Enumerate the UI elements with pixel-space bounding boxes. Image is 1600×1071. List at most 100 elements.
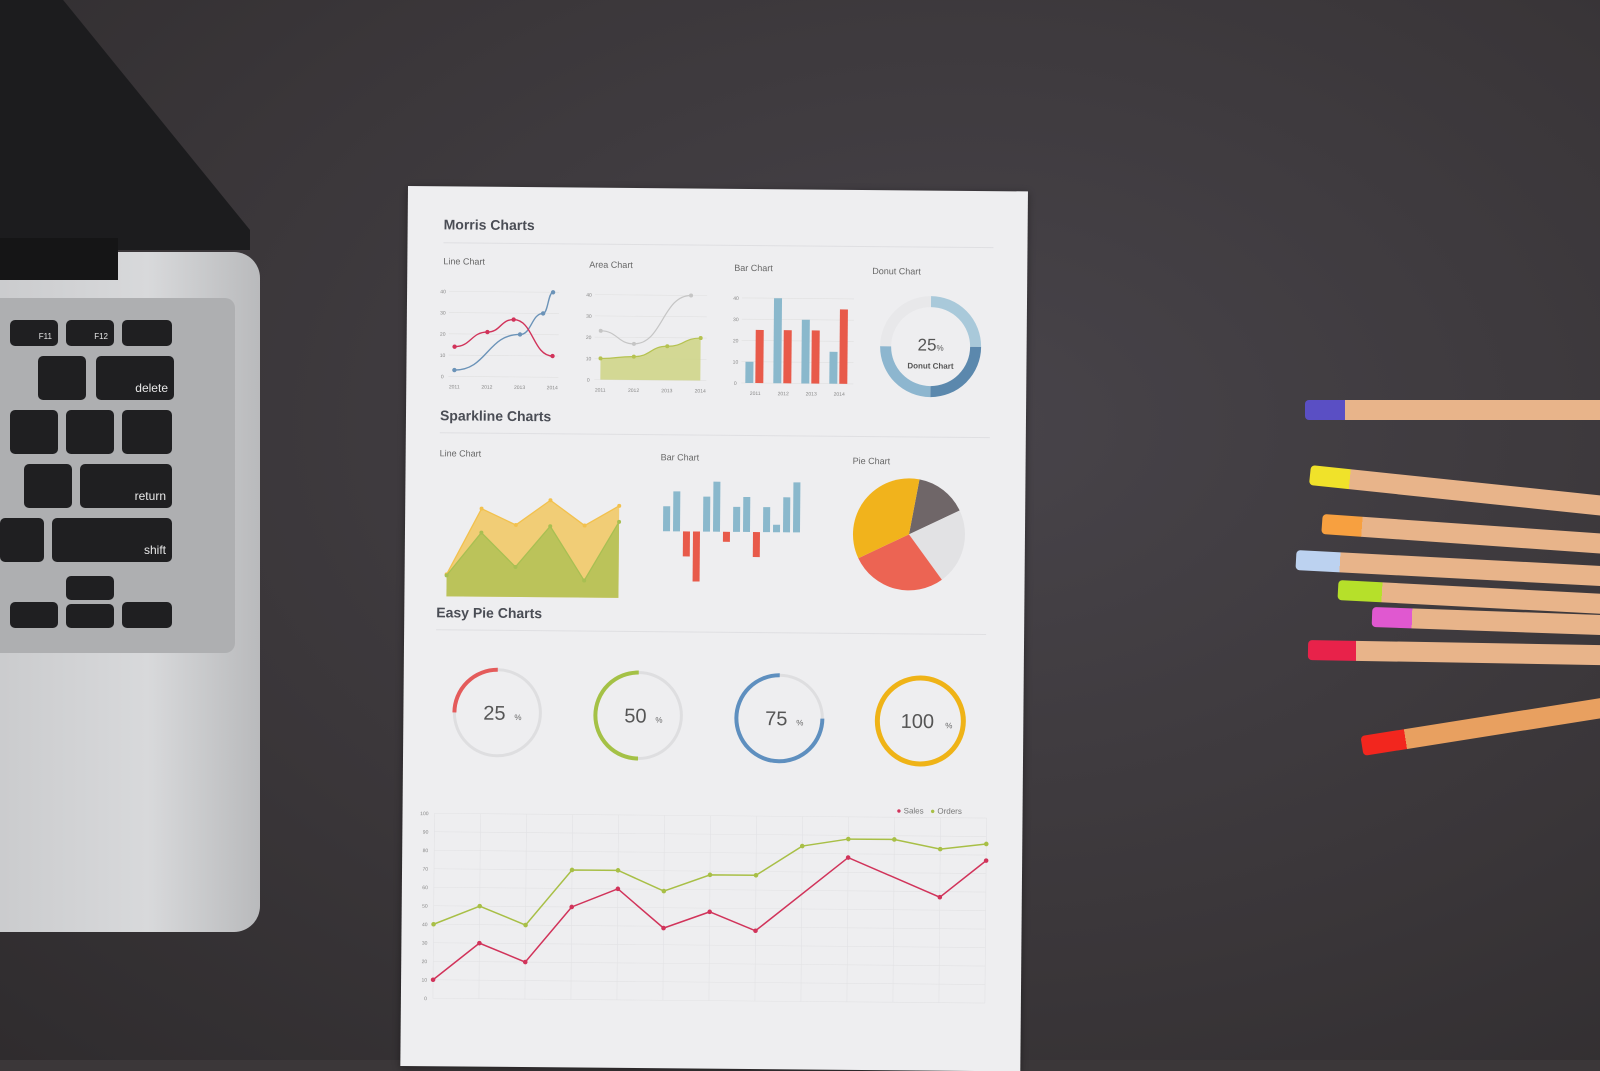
key-eject[interactable]: [122, 320, 172, 346]
morris-area-fill: [600, 338, 701, 381]
line-vgrid: [524, 814, 527, 1000]
pencil-purple: [1305, 400, 1600, 420]
line-ytick: 0: [424, 996, 427, 1002]
gauge-unit: %: [796, 718, 803, 727]
morris-line-xtick: 2014: [547, 385, 558, 391]
line-ytick: 60: [422, 885, 428, 891]
sparkline-bar: [752, 532, 760, 558]
morris-bar-ytick: 30: [733, 317, 739, 323]
legend-sales: Sales: [903, 806, 924, 816]
line-point-orders: [569, 867, 575, 873]
morris-bar: [811, 330, 820, 384]
line-point-sales: [983, 858, 989, 863]
morris-bar: [839, 309, 848, 384]
key-delete[interactable]: delete: [96, 356, 174, 400]
pie-slice: [852, 478, 920, 559]
line-point-orders: [892, 837, 897, 842]
key-up[interactable]: [66, 576, 114, 600]
line-vgrid: [432, 813, 435, 999]
sparkline-bar: [742, 496, 751, 532]
sparkline-bar: [712, 481, 721, 532]
morris-area-ytick: 20: [586, 335, 592, 341]
morris-line-gridline: [448, 376, 559, 378]
morris-area-point: [689, 293, 694, 298]
morris-line-xtick: 2013: [514, 385, 525, 391]
line-vgrid: [846, 816, 849, 1002]
printed-dashboard-sheet: Morris Charts Sparkline Charts Easy Pie …: [400, 186, 1028, 1071]
sparkline-bar: [782, 497, 791, 533]
key-f11[interactable]: F11: [10, 320, 58, 346]
sparkline-bar: [662, 506, 671, 532]
donut-segment: [880, 345, 931, 398]
line-point-sales: [661, 925, 666, 931]
morris-area-ytick: 0: [587, 378, 590, 384]
key-down[interactable]: [66, 604, 114, 628]
key-f12[interactable]: F12: [66, 320, 114, 346]
morris-area-xtick: 2013: [661, 388, 672, 394]
key-bracket-left[interactable]: [10, 410, 58, 454]
key-right[interactable]: [122, 602, 172, 628]
charts-canvas: 0 10 20 30 40 2011 2012 2013 2014 0 10 20 30 40 2011 20…: [420, 289, 989, 1004]
line-point-sales: [753, 928, 758, 934]
gauge-value: 25: [483, 703, 505, 725]
morris-bar-gridline: [742, 297, 855, 300]
morris-line-gridline: [448, 333, 559, 336]
sparkline-bar: [702, 496, 711, 532]
morris-bar-xtick: 2011: [750, 391, 761, 397]
morris-bar-ytick: 0: [734, 381, 737, 387]
line-point-orders: [983, 841, 989, 847]
morris-bar: [801, 319, 810, 384]
morris-line-point: [550, 353, 555, 359]
sparkline-point: [617, 503, 622, 508]
gauge-arc: [734, 673, 825, 764]
morris-area-series: [600, 337, 701, 360]
gauge-arc: [593, 670, 639, 761]
line-ytick: 90: [423, 830, 429, 836]
morris-area-point: [631, 341, 636, 346]
morris-area-ytick: 40: [586, 293, 592, 299]
gauge-arc: [452, 667, 498, 713]
sparkline-bar: [672, 491, 681, 532]
morris-area-gridline: [594, 315, 707, 318]
sparkline-bar: [772, 524, 781, 533]
key-shift[interactable]: shift: [52, 518, 172, 562]
line-point-orders: [707, 872, 713, 878]
sparkline-point: [513, 564, 518, 569]
morris-line-ytick: 20: [440, 332, 446, 338]
line-point-orders: [846, 836, 851, 842]
sparkline-point: [617, 519, 622, 524]
morris-line-xtick: 2012: [481, 385, 492, 391]
sparkline-bar: [722, 531, 730, 542]
line-ytick: 30: [422, 941, 428, 947]
line-point-sales: [937, 894, 943, 900]
sparkline-point: [479, 530, 484, 535]
line-vgrid: [708, 815, 711, 1001]
legend: ● Sales ● Orders: [897, 806, 962, 816]
key-bracket-right[interactable]: [66, 410, 114, 454]
key-quote[interactable]: [24, 464, 72, 508]
line-point-orders: [615, 868, 621, 873]
key-slash[interactable]: [0, 518, 44, 562]
sparkline-area-fill: [446, 521, 620, 598]
donut-segment: [930, 296, 982, 348]
morris-bar-xtick: 2014: [834, 392, 845, 398]
line-point-sales: [845, 855, 851, 860]
line-ytick: 80: [423, 848, 429, 854]
morris-line-point: [452, 367, 457, 373]
line-point-orders: [799, 843, 805, 849]
key-backslash[interactable]: [122, 410, 172, 454]
sparkline-bar: [692, 531, 700, 582]
key-return[interactable]: return: [80, 464, 172, 508]
morris-line-xtick: 2011: [449, 384, 460, 390]
key-left[interactable]: [10, 602, 58, 628]
morris-line-point: [511, 317, 516, 322]
gauge-arc: [874, 675, 966, 767]
line-point-sales: [522, 959, 528, 965]
donut-value: 25: [917, 335, 937, 355]
gauge-value: 100: [901, 711, 935, 733]
key-equals[interactable]: [38, 356, 86, 400]
line-vgrid: [754, 816, 757, 1002]
morris-bar: [745, 361, 754, 384]
donut-center: 25% Donut Chart: [878, 335, 982, 374]
pie-slice: [908, 479, 960, 535]
